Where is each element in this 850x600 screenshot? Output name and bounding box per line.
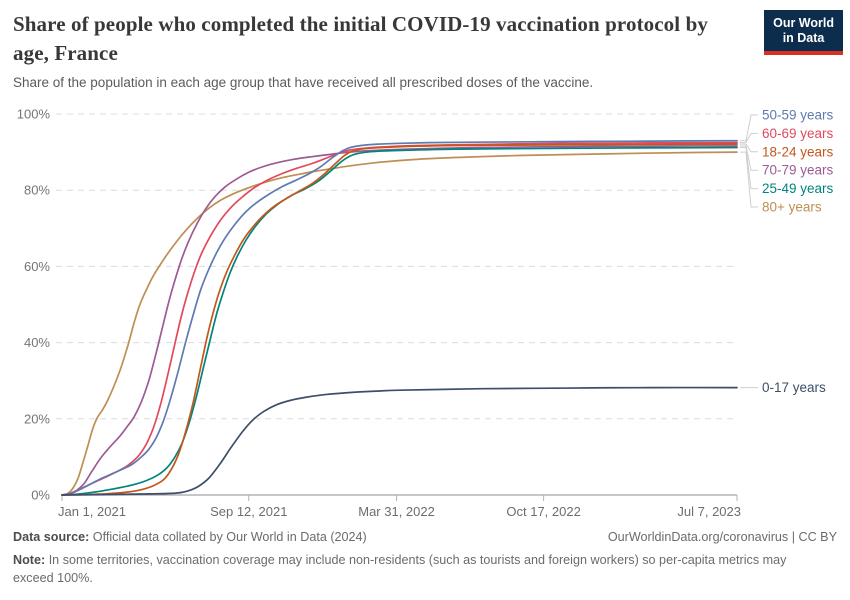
series-line-80+-years[interactable] bbox=[61, 151, 738, 496]
legend-label-80+-years[interactable]: 80+ years bbox=[762, 200, 822, 215]
series-line-18-24-years[interactable] bbox=[61, 143, 738, 496]
series-line-70-79-years[interactable] bbox=[61, 145, 738, 496]
y-tick-label: 20% bbox=[24, 411, 50, 426]
series-line-0-17-years[interactable] bbox=[61, 386, 738, 496]
legend-label-70-79-years[interactable]: 70-79 years bbox=[762, 163, 834, 178]
owid-logo-line2: in Data bbox=[782, 31, 825, 45]
legend-connector bbox=[740, 114, 758, 142]
data-source-text: Official data collated by Our World in D… bbox=[92, 530, 367, 544]
x-tick-label: Sep 12, 2021 bbox=[210, 504, 287, 519]
page-subtitle: Share of the population in each age grou… bbox=[13, 75, 594, 90]
series-line-60-69-years[interactable] bbox=[61, 141, 738, 496]
legend-label-25-49-years[interactable]: 25-49 years bbox=[762, 181, 834, 196]
legend-connector bbox=[740, 132, 758, 144]
data-source: Data source: Official data collated by O… bbox=[13, 530, 367, 544]
page-title: Share of people who completed the initia… bbox=[13, 12, 708, 65]
legend-connector bbox=[740, 145, 758, 171]
legend-connector bbox=[740, 143, 758, 153]
y-tick-label: 100% bbox=[17, 107, 51, 122]
legend-label-0-17-years[interactable]: 0-17 years bbox=[762, 380, 826, 395]
credit-link[interactable]: OurWorldinData.org/coronavirus | CC BY bbox=[607, 530, 837, 544]
y-tick-label: 0% bbox=[31, 488, 50, 503]
legend-label-60-69-years[interactable]: 60-69 years bbox=[762, 126, 834, 141]
line-chart: 0% 20% 40% 60% 80% 100% Jan 1, 2021 Sep 12, 202… bbox=[17, 107, 834, 520]
series-line-50-59-years[interactable] bbox=[61, 139, 738, 496]
chart-footer: Data source: Official data collated by O… bbox=[13, 530, 837, 587]
owid-logo[interactable]: Our World in Data bbox=[764, 10, 843, 55]
series-line-25-49-years[interactable] bbox=[61, 146, 738, 496]
x-tick-label: Jul 7, 2023 bbox=[677, 504, 741, 519]
y-tick-label: 40% bbox=[24, 335, 50, 350]
note-label: Note: bbox=[13, 553, 46, 567]
x-tick-label: Oct 17, 2022 bbox=[506, 504, 580, 519]
chart-note: Note: In some territories, vaccination c… bbox=[13, 551, 828, 587]
owid-logo-line1: Our World bbox=[773, 16, 834, 30]
y-tick-label: 60% bbox=[24, 259, 50, 274]
legend-label-18-24-years[interactable]: 18-24 years bbox=[762, 144, 834, 159]
y-tick-label: 80% bbox=[24, 183, 50, 198]
legend-label-50-59-years[interactable]: 50-59 years bbox=[762, 108, 834, 123]
x-tick-label: Jan 1, 2021 bbox=[58, 504, 126, 519]
note-text: In some territories, vaccination coverag… bbox=[13, 553, 787, 585]
legend-connector bbox=[740, 147, 758, 190]
legend-connector bbox=[740, 151, 758, 208]
x-tick-label: Mar 31, 2022 bbox=[358, 504, 435, 519]
data-source-label: Data source: bbox=[13, 530, 90, 544]
